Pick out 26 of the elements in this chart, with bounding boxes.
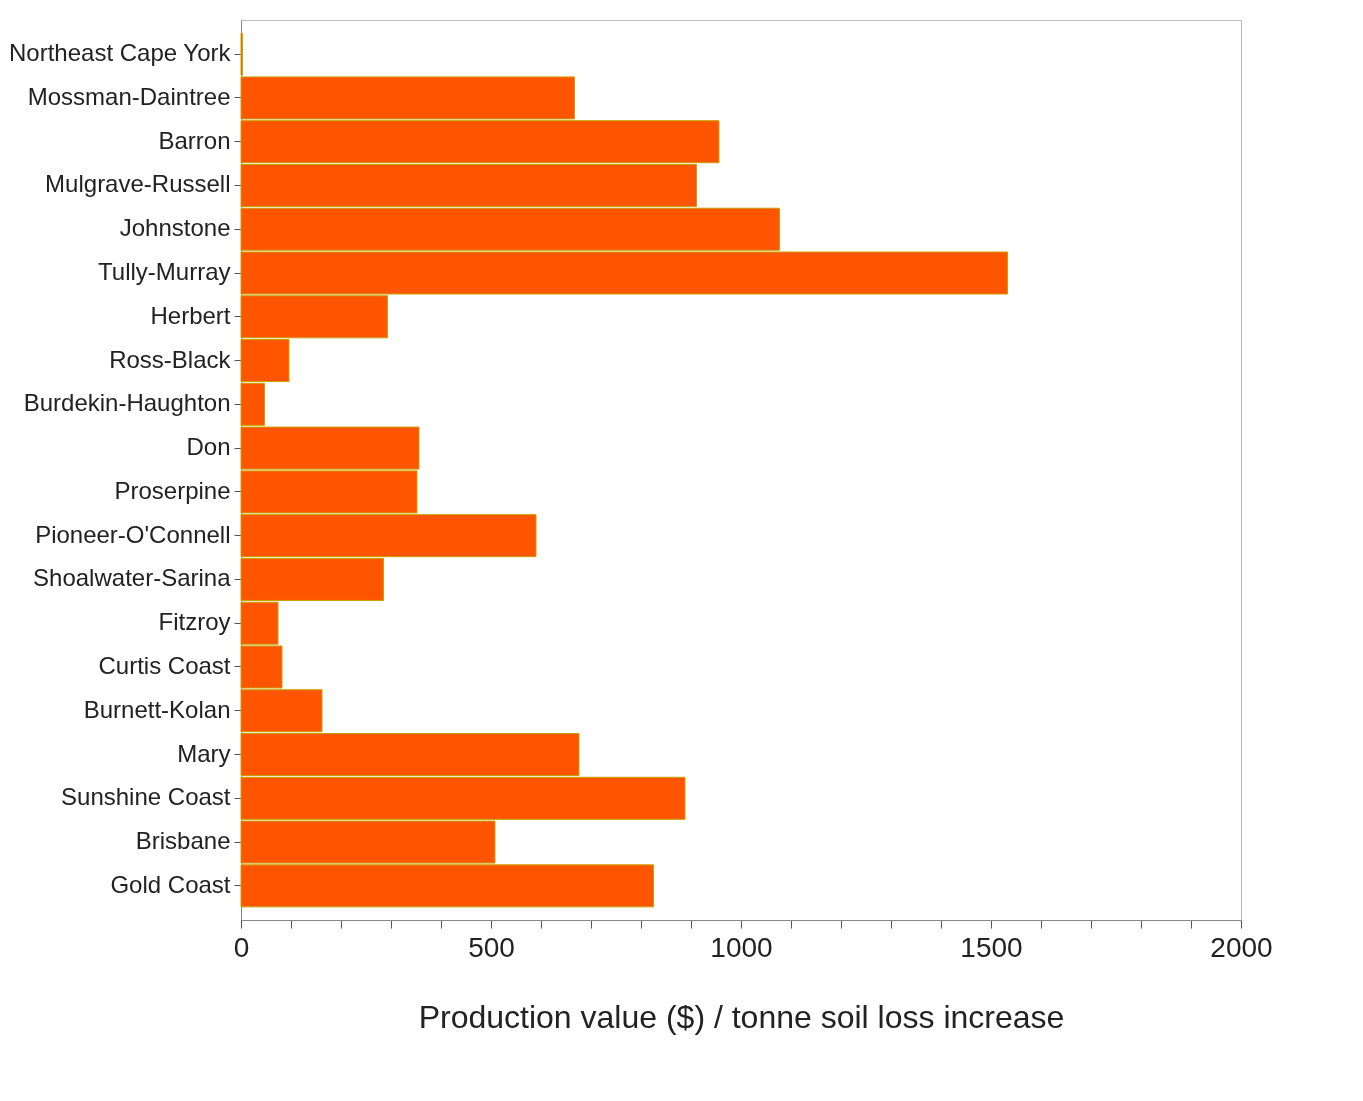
y-tick-label: Fitzroy bbox=[158, 608, 231, 636]
x-tick-label: 1000 bbox=[710, 931, 773, 963]
y-tick-label: Barron bbox=[158, 126, 231, 154]
x-tick-label: 500 bbox=[468, 931, 515, 963]
x-tick-label: 2000 bbox=[1210, 931, 1273, 963]
y-tick-label: Pioneer-O'Connell bbox=[35, 520, 231, 548]
y-tick-label: Sunshine Coast bbox=[61, 783, 231, 811]
x-tick-label: 0 bbox=[233, 931, 250, 963]
y-tick-label: Gold Coast bbox=[110, 870, 231, 898]
y-tick-label: Mary bbox=[177, 739, 231, 767]
y-tick-label: Mulgrave-Russell bbox=[45, 170, 231, 198]
y-tick-label: Burdekin-Haughton bbox=[23, 389, 231, 417]
y-tick-label: Proserpine bbox=[114, 476, 231, 504]
y-tick-label: Shoalwater-Sarina bbox=[33, 564, 232, 592]
y-tick-label: Mossman-Daintree bbox=[27, 82, 231, 110]
y-tick-label: Don bbox=[186, 433, 231, 461]
y-tick-label: Northeast Cape York bbox=[9, 39, 232, 67]
y-tick-label: Curtis Coast bbox=[98, 651, 231, 679]
x-axis-title: Production value ($) / tonne soil loss increase bbox=[418, 998, 1065, 1035]
y-tick-label: Brisbane bbox=[135, 827, 231, 855]
y-tick-label: Tully-Murray bbox=[98, 258, 231, 286]
y-tick-label: Ross-Black bbox=[109, 345, 232, 373]
x-tick-label: 1500 bbox=[960, 931, 1023, 963]
y-tick-label: Johnstone bbox=[119, 214, 231, 242]
y-tick-label: Herbert bbox=[150, 301, 231, 329]
y-tick-label: Burnett-Kolan bbox=[83, 695, 231, 723]
